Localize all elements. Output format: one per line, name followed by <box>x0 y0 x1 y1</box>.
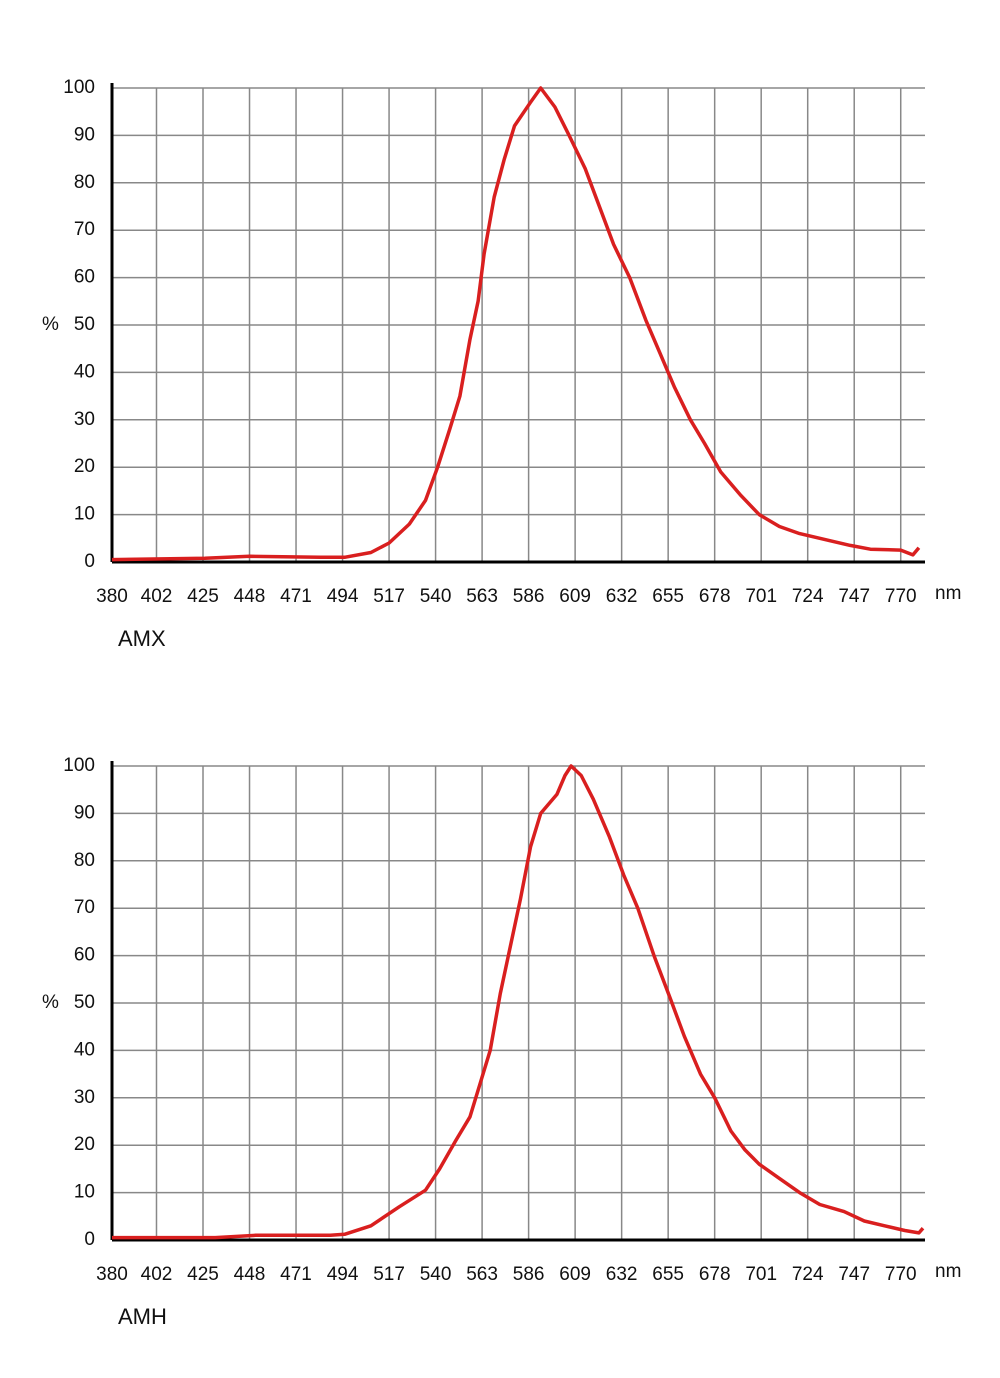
x-tick-label: 517 <box>373 586 405 607</box>
x-tick-label: 380 <box>96 586 128 607</box>
x-tick-label: 701 <box>745 586 777 607</box>
y-tick-label: 50 <box>74 992 95 1013</box>
x-tick-label: 517 <box>373 1264 405 1285</box>
y-tick-label: 80 <box>74 172 95 193</box>
y-tick-label: 90 <box>74 802 95 823</box>
x-tick-label: 678 <box>699 1264 731 1285</box>
y-tick-label: 70 <box>74 219 95 240</box>
x-axis-label: nm <box>935 1261 961 1282</box>
x-tick-label: 770 <box>885 586 917 607</box>
x-tick-label: 448 <box>234 1264 266 1285</box>
caption: AMH <box>118 1304 167 1329</box>
line <box>112 764 925 1240</box>
y-tick-label: 30 <box>74 409 95 430</box>
x-tick-label: 402 <box>141 586 173 607</box>
y-axis-label: % <box>42 314 59 335</box>
y-tick-label: 10 <box>74 1182 95 1203</box>
y-tick-label: 100 <box>63 755 95 776</box>
x-tick-label: 402 <box>141 1264 173 1285</box>
x-tick-label: 632 <box>606 586 638 607</box>
x-tick-label: 655 <box>652 1264 684 1285</box>
y-tick-label: 0 <box>84 551 95 572</box>
x-tick-label: 655 <box>652 586 684 607</box>
caption: AMX <box>118 626 166 651</box>
x-tick-label: 770 <box>885 1264 917 1285</box>
y-tick-label: 20 <box>74 1134 95 1155</box>
y-tick-label: 100 <box>63 77 95 98</box>
x-tick-label: 724 <box>792 1264 824 1285</box>
y-tick-label: 50 <box>74 314 95 335</box>
x-tick-label: 563 <box>466 586 498 607</box>
x-tick-label: 425 <box>187 586 219 607</box>
y-tick-label: 60 <box>74 945 95 966</box>
x-tick-label: 678 <box>699 586 731 607</box>
x-tick-label: 586 <box>513 586 545 607</box>
x-tick-label: 747 <box>838 1264 870 1285</box>
y-tick-label: 20 <box>74 456 95 477</box>
x-tick-label: 471 <box>280 586 312 607</box>
x-tick-label: 563 <box>466 1264 498 1285</box>
x-tick-label: 632 <box>606 1264 638 1285</box>
y-tick-label: 70 <box>74 897 95 918</box>
y-tick-label: 60 <box>74 267 95 288</box>
x-tick-label: 494 <box>327 1264 359 1285</box>
y-tick-label: 40 <box>74 361 95 382</box>
x-tick-label: 540 <box>420 586 452 607</box>
x-tick-label: 747 <box>838 586 870 607</box>
x-tick-label: 609 <box>559 586 591 607</box>
x-tick-label: 471 <box>280 1264 312 1285</box>
x-tick-label: 540 <box>420 1264 452 1285</box>
x-tick-label: 609 <box>559 1264 591 1285</box>
x-tick-label: 724 <box>792 586 824 607</box>
y-axis-label: % <box>42 992 59 1013</box>
y-tick-label: 90 <box>74 124 95 145</box>
x-tick-label: 448 <box>234 586 266 607</box>
x-tick-label: 380 <box>96 1264 128 1285</box>
line <box>111 86 921 562</box>
x-tick-label: 425 <box>187 1264 219 1285</box>
y-tick-label: 80 <box>74 850 95 871</box>
x-tick-label: 701 <box>745 1264 777 1285</box>
x-axis-label: nm <box>935 583 961 604</box>
y-tick-label: 10 <box>74 504 95 525</box>
y-tick-label: 0 <box>84 1229 95 1250</box>
y-tick-label: 30 <box>74 1087 95 1108</box>
x-tick-label: 494 <box>327 586 359 607</box>
y-tick-label: 40 <box>74 1039 95 1060</box>
x-tick-label: 586 <box>513 1264 545 1285</box>
